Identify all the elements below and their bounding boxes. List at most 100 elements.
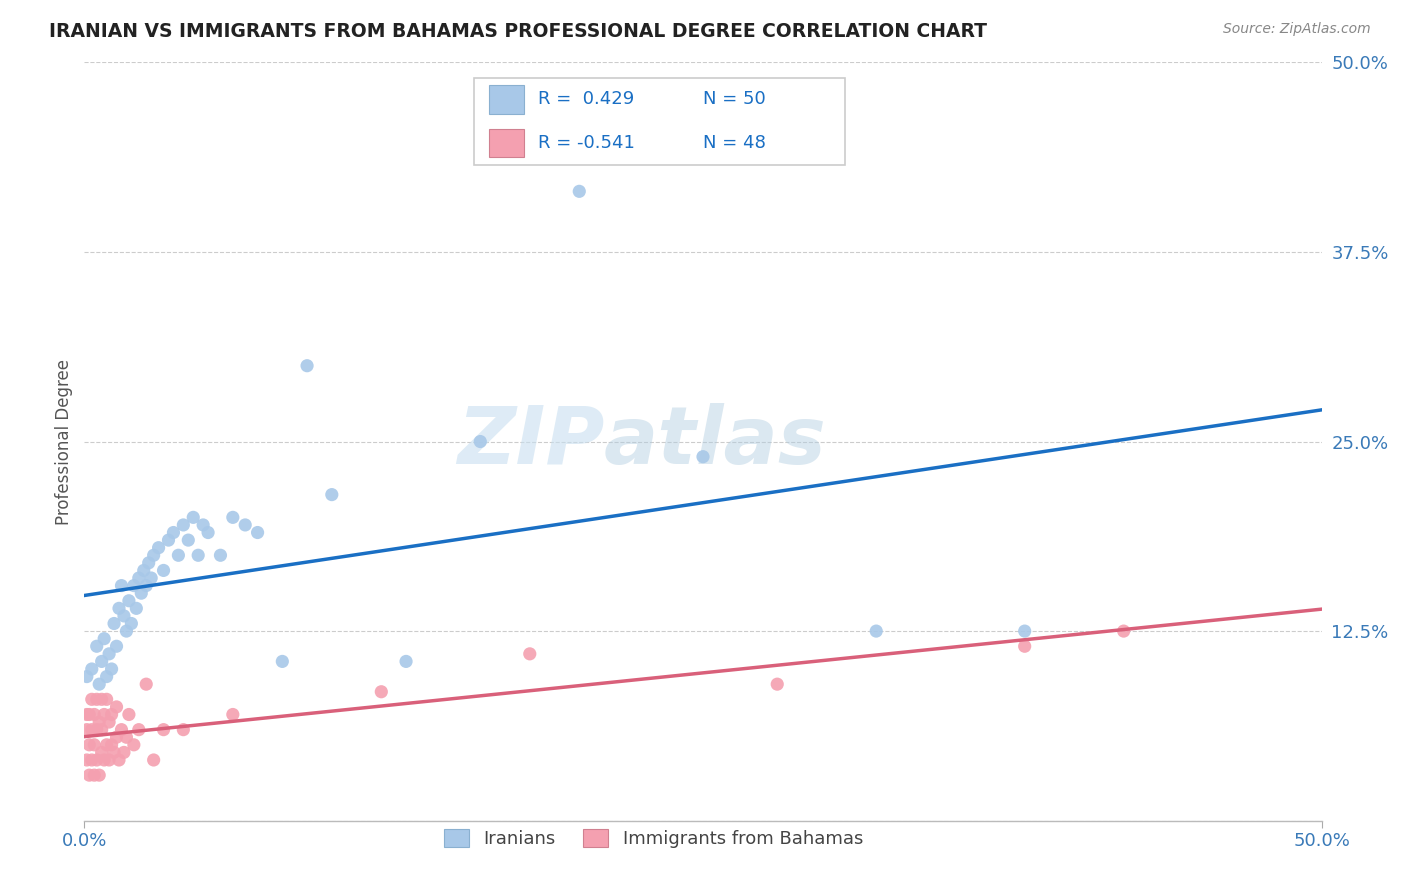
Point: [89, 677, 111, 691]
Point: [135, 677, 157, 691]
Point: [1014, 624, 1036, 639]
Point: [138, 556, 160, 570]
Point: [172, 517, 194, 532]
Text: N = 50: N = 50: [703, 90, 766, 109]
Point: [112, 746, 135, 760]
Point: [321, 487, 343, 501]
Text: Source: ZipAtlas.com: Source: ZipAtlas.com: [1223, 22, 1371, 37]
Text: N = 48: N = 48: [703, 134, 766, 152]
Point: [86, 639, 108, 653]
Point: [96, 692, 118, 706]
Point: [86, 723, 108, 737]
Point: [93, 632, 115, 646]
Point: [1112, 624, 1135, 639]
Point: [79, 768, 101, 782]
Point: [83, 707, 105, 722]
Point: [93, 753, 115, 767]
FancyBboxPatch shape: [474, 78, 845, 165]
Point: [118, 707, 141, 722]
Point: [395, 655, 418, 669]
Point: [76, 753, 98, 767]
Point: [125, 601, 148, 615]
Point: [157, 533, 180, 548]
Point: [110, 723, 132, 737]
Point: [90, 746, 112, 760]
Point: [1014, 639, 1036, 653]
Point: [79, 738, 101, 752]
Point: [100, 738, 122, 752]
Point: [141, 571, 163, 585]
Point: [129, 586, 152, 600]
Point: [76, 723, 98, 737]
Point: [122, 738, 145, 752]
Point: [222, 707, 245, 722]
Point: [152, 564, 174, 578]
Point: [103, 746, 125, 760]
Point: [112, 608, 135, 623]
Point: [98, 753, 121, 767]
Legend: Iranians, Immigrants from Bahamas: Iranians, Immigrants from Bahamas: [434, 821, 872, 857]
Point: [167, 548, 190, 563]
Point: [98, 647, 121, 661]
Point: [132, 564, 155, 578]
Point: [197, 525, 219, 540]
Point: [142, 548, 165, 563]
Point: [766, 677, 789, 691]
Point: [142, 753, 165, 767]
Text: R = -0.541: R = -0.541: [538, 134, 636, 152]
Point: [90, 723, 112, 737]
Point: [209, 548, 232, 563]
Text: IRANIAN VS IMMIGRANTS FROM BAHAMAS PROFESSIONAL DEGREE CORRELATION CHART: IRANIAN VS IMMIGRANTS FROM BAHAMAS PROFE…: [49, 22, 987, 41]
Point: [122, 579, 145, 593]
Point: [80, 753, 103, 767]
Point: [370, 685, 392, 699]
Bar: [489, 128, 523, 157]
Point: [568, 184, 591, 198]
Point: [470, 434, 492, 449]
Bar: [489, 85, 523, 114]
Point: [96, 669, 118, 683]
Point: [86, 692, 108, 706]
Point: [76, 669, 98, 683]
Point: [128, 571, 150, 585]
Point: [135, 579, 157, 593]
Point: [172, 723, 194, 737]
Point: [83, 738, 105, 752]
Point: [89, 715, 111, 730]
Point: [118, 594, 141, 608]
Point: [105, 730, 128, 744]
Point: [90, 655, 112, 669]
Point: [128, 723, 150, 737]
Point: [271, 655, 294, 669]
Y-axis label: Professional Degree: Professional Degree: [55, 359, 73, 524]
Point: [76, 707, 98, 722]
Point: [120, 616, 142, 631]
Point: [295, 359, 318, 373]
Point: [108, 601, 131, 615]
Point: [148, 541, 170, 555]
Point: [222, 510, 245, 524]
Point: [519, 647, 541, 661]
Point: [100, 662, 122, 676]
Point: [83, 768, 105, 782]
Point: [233, 517, 256, 532]
Point: [105, 639, 128, 653]
Point: [246, 525, 269, 540]
Point: [98, 715, 121, 730]
Point: [105, 699, 128, 714]
Point: [181, 510, 204, 524]
Point: [108, 753, 131, 767]
Point: [80, 692, 103, 706]
Text: atlas: atlas: [605, 402, 827, 481]
Point: [93, 707, 115, 722]
Point: [79, 707, 101, 722]
Point: [115, 730, 138, 744]
Text: ZIP: ZIP: [457, 402, 605, 481]
Text: R =  0.429: R = 0.429: [538, 90, 634, 109]
Point: [115, 624, 138, 639]
Point: [152, 723, 174, 737]
Point: [692, 450, 714, 464]
Point: [80, 662, 103, 676]
Point: [89, 768, 111, 782]
Point: [865, 624, 887, 639]
